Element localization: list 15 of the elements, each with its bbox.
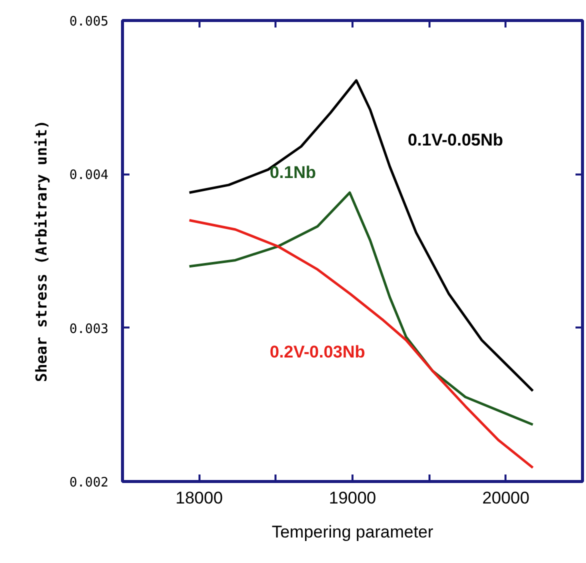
series-label: 0.2V-0.03Nb — [270, 342, 366, 362]
series-label: 0.1V-0.05Nb — [408, 130, 504, 150]
line-series — [188, 79, 534, 392]
y-tick-label: 0.003 — [69, 322, 109, 337]
x-tick-label: 20000 — [482, 488, 530, 508]
y-tick-label: 0.002 — [69, 476, 109, 490]
x-tick-label: 19000 — [328, 488, 376, 508]
line-series — [188, 219, 534, 469]
x-tick-label: 18000 — [176, 488, 223, 508]
y-tick-label: 0.004 — [69, 168, 109, 184]
line-series — [188, 191, 534, 426]
y-tick-label: 0.005 — [69, 14, 109, 30]
y-axis-title: Shear stress (Arbitrary unit) — [32, 120, 50, 382]
x-axis-title: Tempering parameter — [272, 522, 434, 542]
series-label: 0.1Nb — [270, 162, 316, 182]
